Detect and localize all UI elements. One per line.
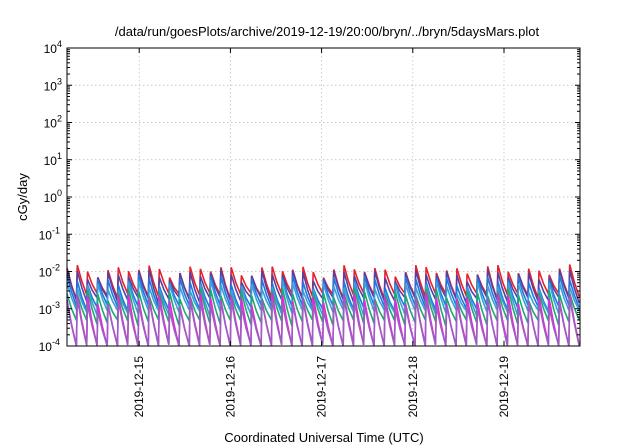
- y-tick-label: 104: [44, 39, 62, 56]
- x-tick-label: 2019-12-16: [223, 356, 237, 418]
- x-tick-label: 2019-12-19: [497, 356, 511, 418]
- series-group: [66, 264, 580, 347]
- y-tick-label: 100: [44, 188, 62, 205]
- y-tick-label: 101: [44, 151, 62, 168]
- y-tick-label: 102: [44, 114, 62, 131]
- x-axis: 2019-12-15 2019-12-16 2019-12-17 2019-12-18…: [132, 48, 511, 417]
- y-tick-label: 10-1: [39, 225, 60, 242]
- y-tick-label: 103: [44, 76, 62, 93]
- y-tick-label: 10-4: [39, 337, 60, 354]
- chart-title: /data/run/goesPlots/archive/2019-12-19/2…: [115, 24, 540, 39]
- series-line-7: [66, 297, 580, 347]
- y-axis-label: cGy/day: [15, 173, 30, 221]
- y-axis: 10-4 10-3 10-2 10-1 100 101 102 103 104: [39, 39, 580, 354]
- x-tick-label: 2019-12-15: [132, 356, 146, 418]
- x-tick-label: 2019-12-17: [315, 356, 329, 418]
- y-tick-label: 10-3: [39, 300, 60, 317]
- x-tick-label: 2019-12-18: [406, 356, 420, 418]
- x-axis-label: Coordinated Universal Time (UTC): [224, 430, 423, 445]
- y-tick-label: 10-2: [39, 263, 60, 280]
